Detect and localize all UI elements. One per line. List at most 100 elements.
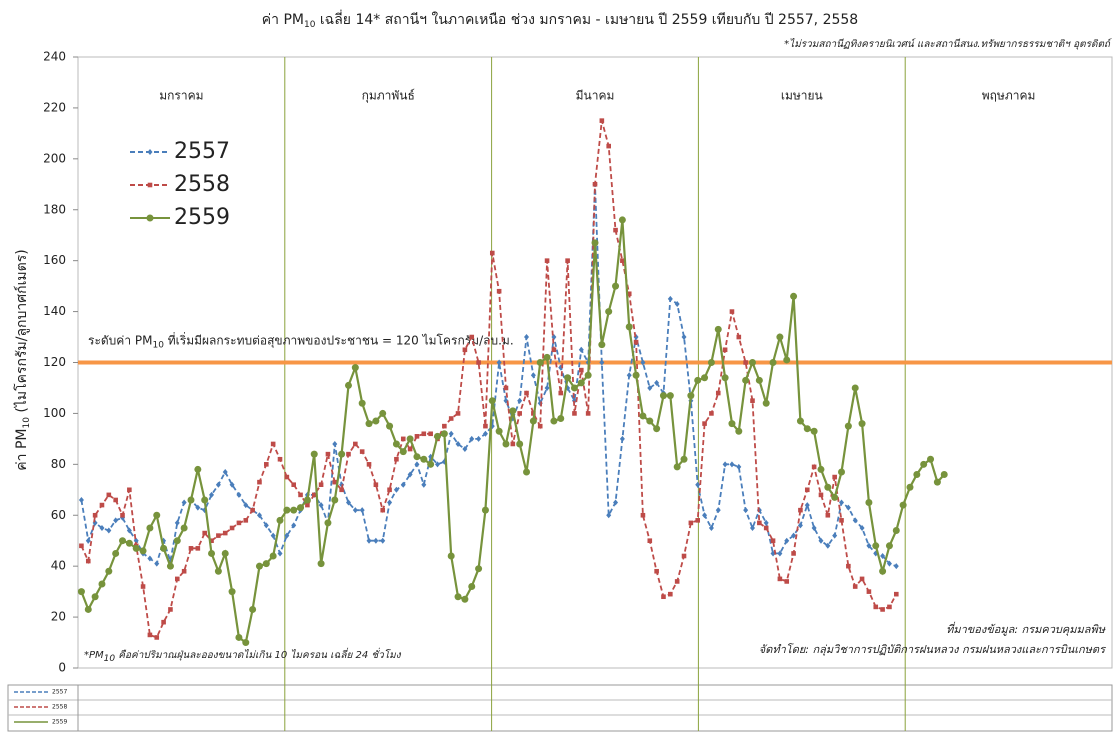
point xyxy=(174,576,180,582)
point xyxy=(229,481,235,488)
subtitle: *ไม่รวมสถานีฏทิงครายนิเวศน์ และสถานีสนง.… xyxy=(784,38,1112,50)
point xyxy=(476,360,481,365)
point xyxy=(434,432,442,440)
point xyxy=(674,300,680,307)
point xyxy=(598,341,606,349)
point xyxy=(797,522,803,529)
point xyxy=(195,546,201,551)
point xyxy=(174,519,180,526)
point xyxy=(851,384,859,392)
point xyxy=(777,550,783,557)
point xyxy=(214,567,222,575)
point xyxy=(407,471,413,478)
point xyxy=(332,440,338,447)
point xyxy=(796,417,804,425)
point xyxy=(215,481,221,488)
point xyxy=(255,562,263,570)
point xyxy=(173,537,181,545)
point xyxy=(537,423,543,429)
point xyxy=(709,411,714,416)
point xyxy=(578,346,584,353)
point xyxy=(613,499,619,506)
point xyxy=(154,635,160,640)
point xyxy=(256,512,262,519)
point xyxy=(291,522,297,529)
point xyxy=(647,384,653,391)
month-label: มกราคม xyxy=(159,89,203,103)
point xyxy=(831,493,839,501)
point xyxy=(899,501,907,509)
point xyxy=(119,537,127,545)
point xyxy=(748,359,756,366)
point xyxy=(625,323,633,331)
y-tick-label: 220 xyxy=(43,100,66,114)
y-tick-label: 100 xyxy=(43,406,66,420)
point xyxy=(572,411,577,416)
point xyxy=(92,512,98,518)
point xyxy=(366,537,372,544)
point xyxy=(113,497,118,503)
point xyxy=(536,359,544,366)
point xyxy=(524,390,529,396)
point xyxy=(674,579,680,584)
point xyxy=(770,538,776,544)
point xyxy=(550,417,558,425)
point xyxy=(317,560,325,568)
point xyxy=(680,455,688,463)
point xyxy=(209,491,215,498)
point xyxy=(194,465,202,473)
point xyxy=(817,465,825,473)
point xyxy=(647,538,653,544)
y-tick-label: 180 xyxy=(43,202,66,216)
point xyxy=(84,605,92,613)
point xyxy=(339,487,344,493)
point xyxy=(168,607,173,612)
point xyxy=(147,632,153,638)
point xyxy=(414,434,420,439)
point xyxy=(940,471,948,479)
point xyxy=(811,464,817,470)
point xyxy=(386,422,394,430)
point xyxy=(262,560,270,568)
point xyxy=(791,551,796,556)
y-tick-label: 140 xyxy=(43,304,66,318)
point xyxy=(462,446,468,453)
point xyxy=(873,604,879,610)
point xyxy=(373,482,379,487)
point xyxy=(584,371,592,379)
point xyxy=(818,537,824,544)
point xyxy=(729,309,735,314)
legend-label: 2557 xyxy=(174,139,230,164)
point xyxy=(743,507,749,514)
point xyxy=(379,409,387,417)
point xyxy=(673,463,681,471)
title-subscript: 10 xyxy=(304,20,316,30)
point xyxy=(290,506,298,514)
point xyxy=(448,416,454,421)
point xyxy=(640,512,646,518)
point xyxy=(620,258,625,263)
point xyxy=(442,423,447,429)
point xyxy=(736,463,742,470)
point xyxy=(613,227,618,233)
point xyxy=(394,456,399,462)
point xyxy=(318,482,324,487)
y-tick-label: 160 xyxy=(43,253,66,267)
point xyxy=(127,487,132,493)
point xyxy=(721,374,729,382)
point xyxy=(366,462,372,467)
point xyxy=(146,524,154,532)
y-tick-label: 0 xyxy=(58,661,66,675)
point xyxy=(865,499,873,507)
point xyxy=(565,258,570,263)
point xyxy=(846,563,851,569)
point xyxy=(667,295,673,302)
point xyxy=(126,527,132,534)
point xyxy=(216,533,221,538)
point xyxy=(482,430,488,437)
point xyxy=(529,417,537,425)
point xyxy=(222,530,228,536)
point xyxy=(462,347,468,353)
point xyxy=(852,517,858,524)
point xyxy=(201,496,209,504)
